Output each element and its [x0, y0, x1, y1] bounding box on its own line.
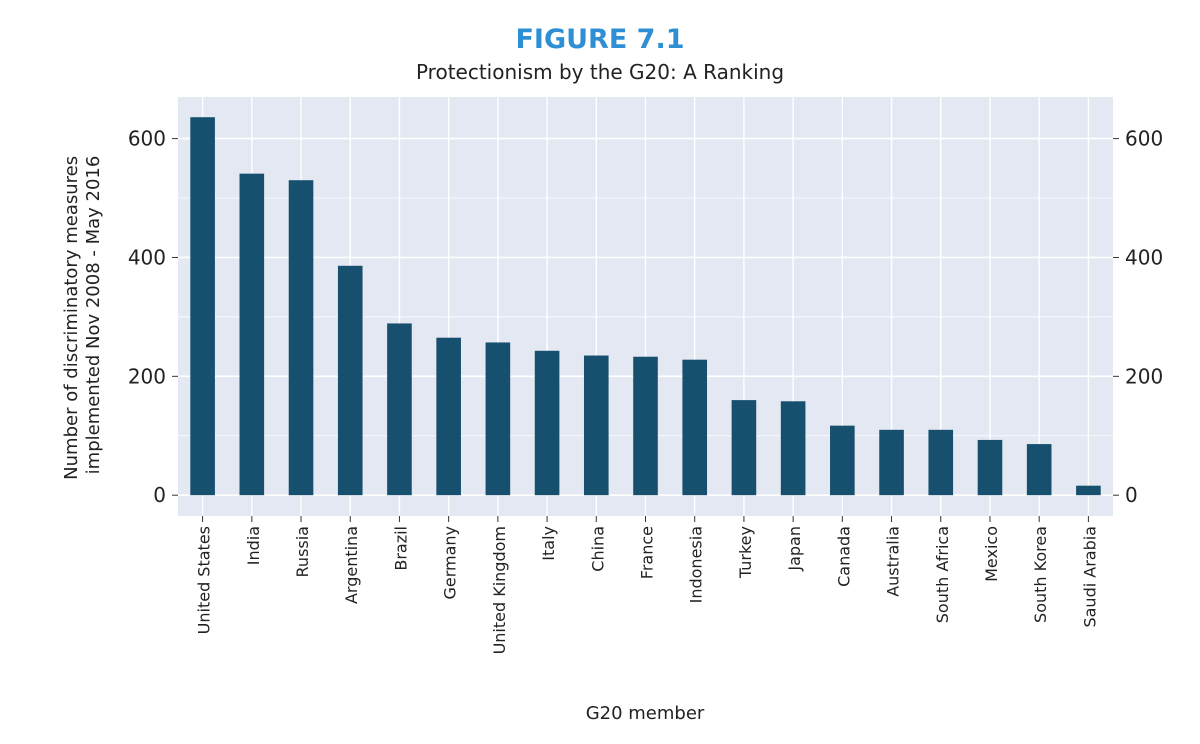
y-tick-label-left: 600 — [128, 127, 166, 151]
x-tick-label: Mexico — [982, 526, 1001, 582]
chart-title: Protectionism by the G20: A Ranking — [415, 60, 785, 84]
y-axis-label: Number of discriminatory measures implem… — [61, 150, 104, 480]
bar — [534, 350, 560, 496]
x-tick-label: United States — [195, 526, 214, 634]
x-tick-label: India — [244, 526, 263, 565]
x-axis-label: G20 member — [586, 703, 705, 724]
bar — [731, 400, 757, 496]
x-tick-label: United Kingdom — [490, 526, 509, 654]
bar — [830, 425, 855, 496]
bar — [879, 429, 904, 496]
y-tick-label-right: 400 — [1125, 245, 1163, 269]
x-tick-label: Germany — [441, 526, 460, 600]
bars — [190, 117, 1101, 496]
x-tick-label: China — [588, 526, 607, 572]
bar — [436, 337, 461, 496]
x-tick-label: Italy — [539, 526, 558, 561]
bar — [583, 355, 609, 496]
bar — [682, 359, 708, 496]
x-tick-label: Japan — [785, 526, 804, 572]
bar — [977, 439, 1003, 496]
bar — [928, 429, 954, 496]
bar — [633, 356, 658, 496]
y-tick-label-left: 0 — [153, 483, 166, 507]
x-tick-label: Russia — [293, 526, 312, 577]
x-tick-label: Indonesia — [687, 526, 706, 603]
bar — [1026, 444, 1052, 496]
x-tick-label: Argentina — [342, 526, 361, 604]
y-axis-label-line-1: Number of discriminatory measures — [61, 156, 82, 480]
x-tick-label: Australia — [884, 526, 903, 597]
bar — [337, 265, 363, 496]
bar — [485, 342, 511, 496]
x-tick-label: South Korea — [1031, 526, 1050, 623]
y-tick-label-right: 200 — [1125, 364, 1163, 388]
x-tick-label: Saudi Arabia — [1080, 526, 1099, 628]
y-tick-label-left: 200 — [128, 364, 166, 388]
bar — [387, 323, 412, 496]
bar — [190, 117, 215, 496]
x-tick-label: France — [638, 526, 657, 579]
figure-label: FIGURE 7.1 — [515, 24, 685, 55]
x-tick-label: South Africa — [933, 526, 952, 623]
y-tick-label-right: 600 — [1125, 127, 1163, 151]
x-tick-label: Turkey — [736, 526, 755, 579]
x-tick-label: Canada — [834, 526, 853, 587]
bar — [1076, 485, 1101, 496]
bar — [239, 173, 265, 496]
x-tick-label: Brazil — [391, 526, 410, 571]
axes: United States India Russia Argentina Brazil G… — [128, 127, 1163, 655]
y-tick-label-right: 0 — [1125, 483, 1138, 507]
bar — [288, 180, 314, 496]
bar — [780, 401, 806, 496]
y-axis-label-line-2: implemented Nov 2008 - May 2016 — [83, 156, 104, 475]
y-tick-label-left: 400 — [128, 245, 166, 269]
